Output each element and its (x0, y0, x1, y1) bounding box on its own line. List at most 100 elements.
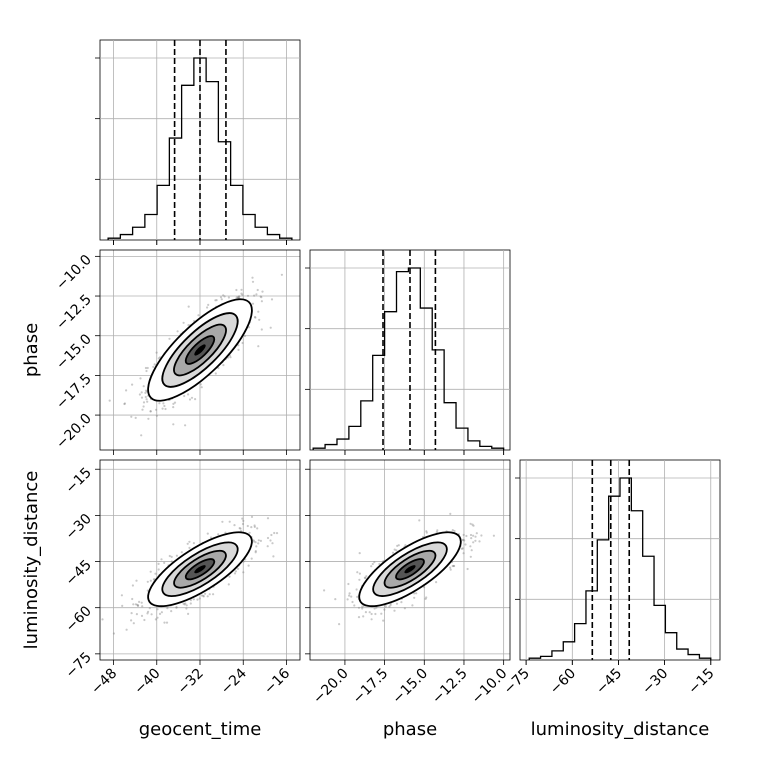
sample-point (120, 594, 123, 597)
sample-point (425, 531, 428, 534)
sample-point (180, 551, 183, 554)
sample-point (449, 566, 452, 569)
sample-point (187, 393, 190, 396)
sample-point (248, 531, 251, 534)
sample-point (164, 407, 167, 411)
sample-point (425, 530, 428, 533)
xtick-label: −24 (218, 665, 250, 697)
sample-point (357, 606, 361, 609)
sample-point (241, 517, 244, 520)
sample-point (219, 296, 223, 299)
sample-point (209, 536, 213, 539)
sample-point (175, 606, 178, 609)
sample-point (470, 537, 473, 540)
sample-point (235, 296, 238, 299)
ytick-label: −30 (63, 511, 95, 543)
sample-point (382, 619, 385, 622)
sample-point (197, 314, 200, 317)
sample-point (470, 549, 473, 552)
sample-point (233, 572, 237, 575)
sample-point (140, 396, 144, 399)
histogram-bar (665, 633, 676, 660)
histogram-bar (169, 138, 181, 240)
sample-point (254, 551, 257, 554)
sample-point (257, 345, 260, 348)
sample-point (196, 598, 199, 601)
histogram-bar (267, 235, 279, 240)
sample-point (370, 618, 373, 621)
sample-point (145, 398, 148, 401)
sample-point (149, 410, 152, 413)
sample-point (425, 596, 428, 599)
scatter-panel-phase-luminosity_distance (309, 459, 511, 661)
sample-point (461, 547, 464, 550)
sample-point (173, 401, 177, 404)
xtick-label: −17.5 (350, 666, 392, 708)
sample-point (350, 595, 353, 598)
sample-point (224, 531, 227, 534)
sample-point (241, 293, 244, 296)
sample-point (275, 532, 279, 535)
xaxis-label-phase: phase (383, 719, 437, 740)
density-contour (194, 344, 206, 356)
sample-point (170, 610, 173, 613)
sample-point (142, 405, 145, 408)
sample-point (239, 527, 242, 530)
sample-point (272, 555, 275, 558)
sample-point (175, 554, 178, 557)
sample-point (229, 356, 232, 359)
sample-point (158, 402, 161, 405)
sample-point (393, 548, 396, 551)
sample-point (156, 608, 159, 611)
xtick-label: −16 (261, 665, 293, 697)
sample-point (152, 365, 155, 368)
sample-point (152, 578, 155, 581)
histogram-bar (325, 445, 337, 450)
histogram-bar (133, 227, 145, 240)
sample-point (161, 407, 164, 410)
sample-point (200, 386, 203, 389)
sample-point (474, 535, 477, 538)
xtick-label: −30 (639, 666, 671, 698)
sample-point (123, 402, 126, 405)
sample-point (253, 524, 256, 527)
xtick-label: −15.0 (389, 666, 431, 708)
sample-point (259, 539, 262, 543)
xaxis-label-luminosity_distance: luminosity_distance (531, 719, 710, 740)
sample-point (200, 594, 203, 597)
sample-point (453, 564, 456, 568)
sample-point (257, 310, 260, 313)
sample-point (238, 295, 241, 298)
sample-point (149, 410, 152, 413)
scatter-panel-geocent_time-luminosity_distance (99, 459, 301, 661)
sample-point (158, 612, 162, 616)
sample-point (469, 533, 473, 537)
sample-point (240, 292, 243, 295)
sample-point (233, 524, 236, 527)
yaxis-label-phase: phase (21, 323, 42, 377)
sample-point (357, 616, 361, 619)
sample-point (472, 534, 475, 537)
sample-point (461, 538, 464, 542)
sample-point (175, 606, 178, 609)
sample-point (163, 621, 166, 624)
sample-point (170, 555, 173, 559)
sample-point (435, 531, 438, 534)
sample-point (364, 611, 367, 614)
sample-point (436, 529, 439, 532)
sample-point (170, 560, 173, 563)
histogram-bar (255, 227, 267, 240)
sample-point (466, 567, 469, 571)
xtick-label: −20.0 (310, 666, 352, 708)
sample-point (160, 558, 163, 561)
sample-point (250, 557, 253, 560)
sample-point (400, 601, 403, 604)
sample-point (146, 366, 149, 370)
sample-point (415, 592, 418, 595)
histogram-bar (231, 185, 243, 240)
sample-point (149, 579, 152, 582)
sample-point (471, 523, 474, 526)
sample-point (480, 534, 483, 537)
sample-point (236, 296, 239, 299)
histogram-step-line (312, 267, 505, 450)
